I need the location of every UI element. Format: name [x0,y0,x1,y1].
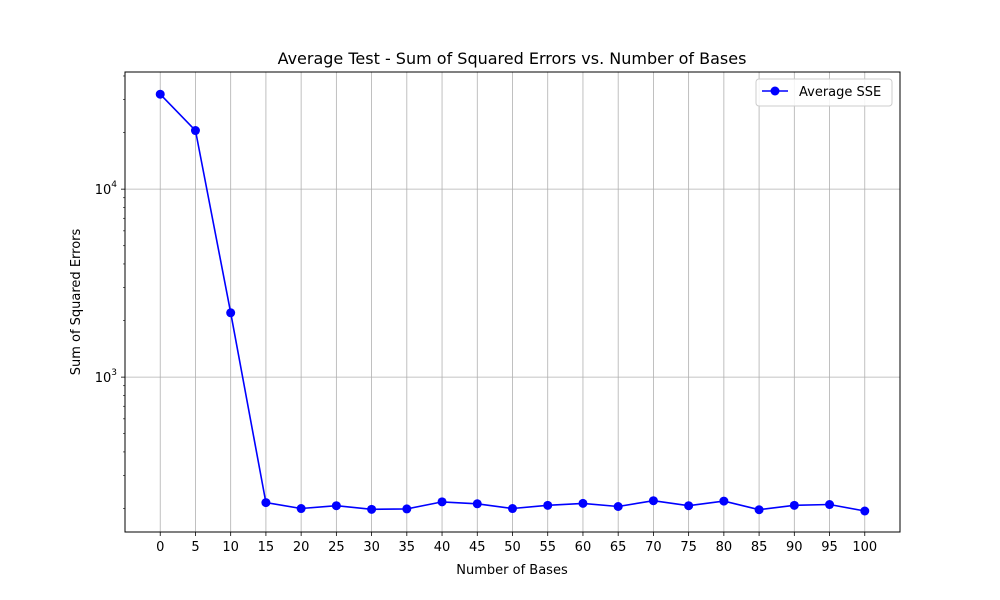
x-tick-label: 30 [363,540,380,555]
x-tick-label: 55 [539,540,556,555]
data-point [684,501,694,511]
x-tick-label: 80 [716,540,733,555]
x-tick-label: 50 [504,540,521,555]
data-point [190,126,200,136]
x-tick-label: 10 [222,540,239,555]
data-point [613,501,623,511]
x-axis-title: Number of Bases [456,563,568,578]
x-tick-label: 60 [575,540,592,555]
y-tick-label: 104 [95,180,118,198]
data-point [648,496,658,506]
x-tick-label: 45 [469,540,486,555]
data-point [543,500,553,510]
data-point [402,504,412,514]
data-point [226,308,236,318]
x-tick-label: 70 [645,540,662,555]
chart-title: Average Test - Sum of Squared Errors vs.… [278,49,747,68]
y-tick-label: 103 [95,368,117,386]
x-tick-label: 100 [852,540,877,555]
data-point [789,500,799,510]
data-point [754,505,764,515]
x-tick-label: 15 [258,540,275,555]
x-tick-label: 20 [293,540,310,555]
series [155,89,870,516]
x-tick-label: 85 [751,540,768,555]
data-point [860,506,870,516]
data-point [508,504,517,514]
x-tick-label: 90 [786,540,803,555]
data-point [437,497,447,507]
data-point [578,498,588,508]
x-tick-label: 65 [610,540,627,555]
data-point [367,504,377,514]
data-point [155,89,165,99]
data-point [719,496,729,506]
x-tick-label: 35 [399,540,416,555]
legend-box [755,78,893,107]
x-tick-label: 75 [680,540,697,555]
data-point [261,498,271,508]
data-point [825,500,835,510]
x-tick-label: 25 [328,540,345,555]
x-tick-label: 95 [821,540,838,555]
legend-label: Average SSE [799,85,881,100]
data-point [296,504,306,514]
legend: Average SSE [755,78,893,107]
data-point [331,501,341,511]
x-tick-label: 0 [156,540,164,555]
axis-ticks: 0 5 10 15 20 25 30 35 40 45 50 55 60 65 70 75 80 85 90 95 10… [95,75,877,555]
x-tick-label: 5 [191,540,199,555]
x-tick-label: 40 [434,540,451,555]
data-point [472,499,482,509]
legend-marker [770,86,780,96]
grid-lines [125,72,900,532]
y-axis-title: Sum of Squared Errors [69,228,84,375]
